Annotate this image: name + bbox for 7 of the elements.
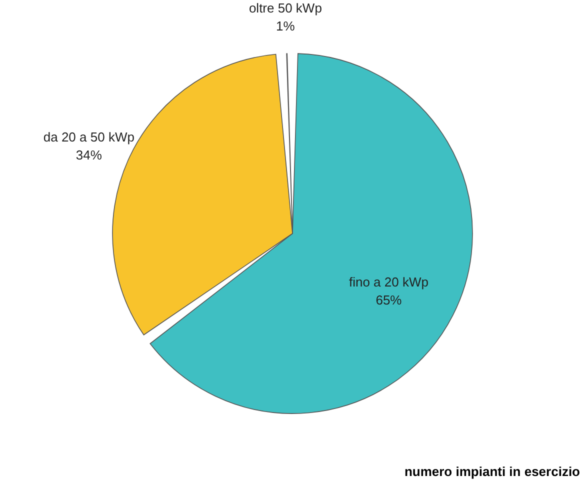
slice-label: da 20 a 50 kWp bbox=[43, 130, 134, 145]
slice-label: fino a 20 kWp bbox=[348, 274, 428, 290]
text: numero impianti in esercizio bbox=[404, 464, 580, 479]
data-label: 34% bbox=[76, 148, 102, 163]
slice-label: oltre 50 kWp bbox=[248, 0, 322, 16]
data-label: 1% bbox=[276, 18, 296, 34]
data-label: 65% bbox=[376, 292, 402, 308]
